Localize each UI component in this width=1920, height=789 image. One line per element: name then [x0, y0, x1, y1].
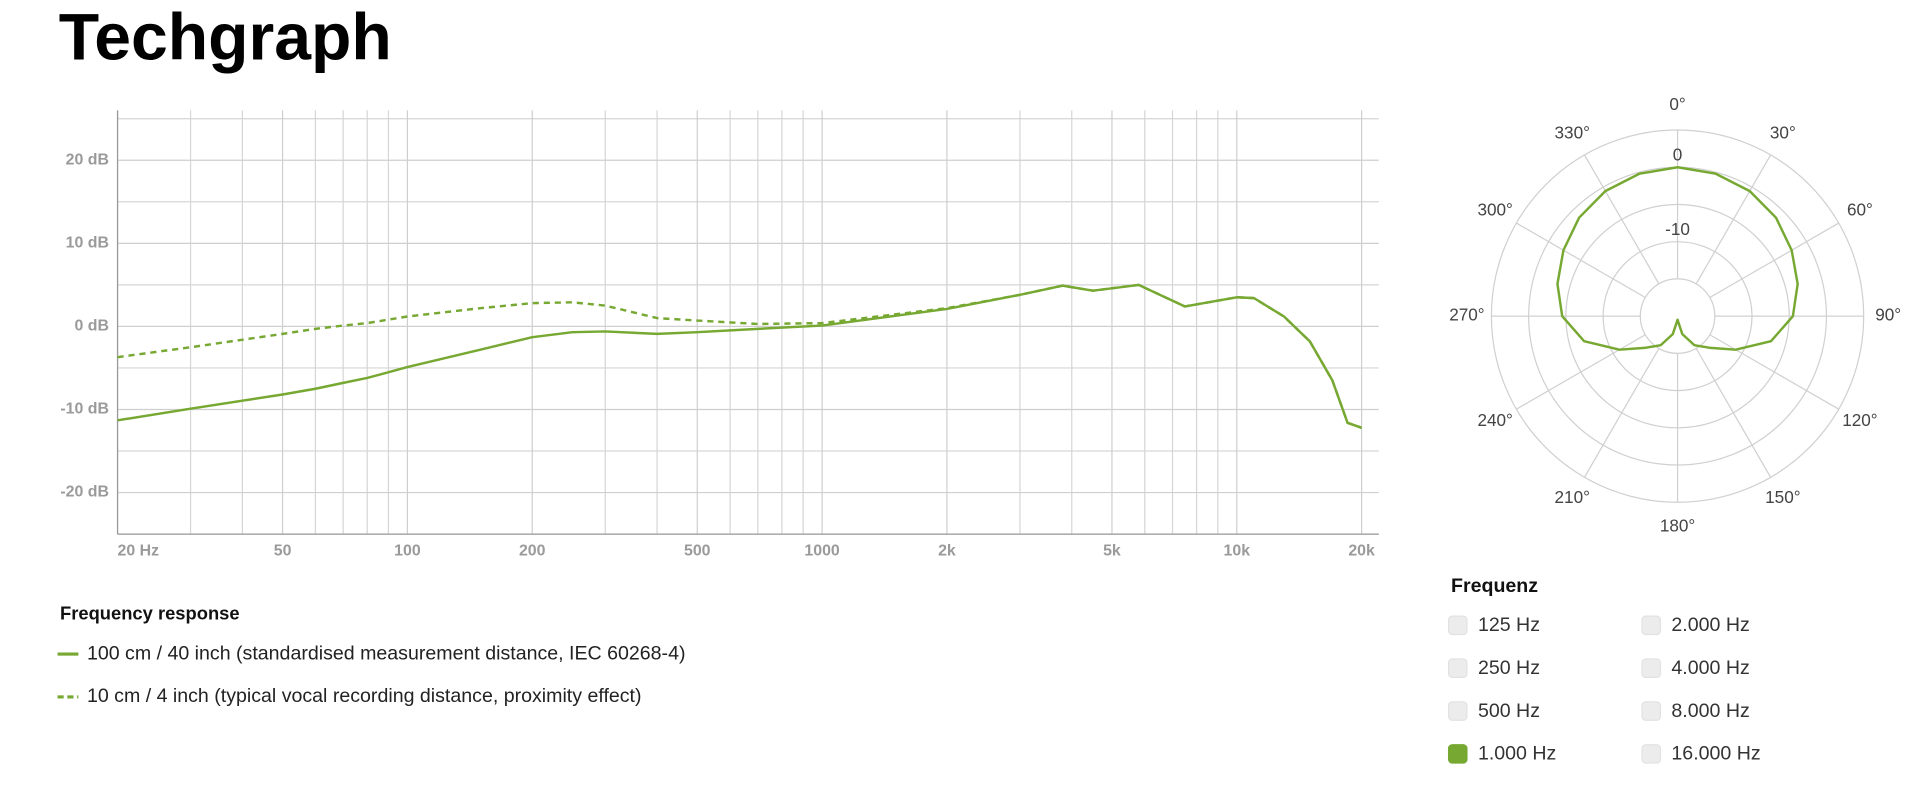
x-tick-label: 500 [684, 542, 711, 559]
angle-label: 270° [1449, 305, 1484, 325]
checkbox-label[interactable]: 16.000 Hz [1671, 743, 1760, 765]
polar-spoke [1695, 154, 1772, 285]
checkbox[interactable] [1447, 615, 1468, 636]
angle-label: 0° [1669, 94, 1685, 114]
angle-label: 240° [1477, 410, 1512, 430]
x-tick-label: 10k [1224, 542, 1251, 559]
polar-spoke [1709, 334, 1840, 410]
polar-spoke [1516, 222, 1646, 299]
r-tick-label: -10 [1665, 219, 1690, 239]
legend-label: 100 cm / 40 inch (standardised measureme… [87, 642, 686, 664]
angle-label: 300° [1477, 199, 1512, 219]
y-tick-label: 20 dB [66, 151, 109, 168]
angle-label: 330° [1555, 122, 1590, 142]
checkbox[interactable] [1641, 615, 1662, 636]
angle-label: 150° [1765, 487, 1800, 507]
angle-label: 30° [1770, 122, 1796, 142]
x-tick-label: 5k [1103, 542, 1121, 559]
polar-ring [1602, 241, 1753, 392]
polar-ring [1639, 278, 1716, 354]
checkbox[interactable] [1641, 744, 1662, 764]
y-tick-label: 10 dB [66, 235, 109, 252]
polar-spoke [1709, 222, 1840, 299]
selector-title: Frequenz [1451, 575, 1538, 597]
r-tick-label: 0 [1673, 145, 1683, 165]
polar-spoke [1583, 348, 1660, 478]
checkbox-label[interactable]: 500 Hz [1478, 700, 1540, 722]
polar-pattern [1556, 166, 1799, 351]
y-tick-label: -10 dB [60, 401, 109, 418]
angle-label: 180° [1660, 515, 1695, 535]
polar-spoke [1695, 348, 1772, 478]
checkbox-label[interactable]: 2.000 Hz [1671, 614, 1749, 636]
polar-spoke [1516, 334, 1646, 410]
x-tick-label: 2k [938, 542, 956, 559]
x-tick-label: 100 [394, 542, 421, 559]
series-line [117, 283, 1363, 429]
polar-spoke [1583, 154, 1660, 285]
checkbox-label[interactable]: 125 Hz [1478, 614, 1540, 636]
checkbox[interactable] [1447, 701, 1468, 721]
legend-label: 10 cm / 4 inch (typical vocal recording … [87, 685, 642, 707]
x-tick-label: 200 [519, 542, 546, 559]
angle-label: 120° [1842, 410, 1877, 430]
angle-label: 210° [1555, 487, 1590, 507]
page-title: Techgraph [59, 0, 392, 74]
x-tick-label: 20 Hz [118, 542, 160, 559]
angle-label: 60° [1847, 199, 1873, 219]
y-tick-label: -20 dB [60, 484, 109, 501]
checkbox[interactable] [1447, 744, 1468, 764]
angle-label: 90° [1875, 305, 1901, 325]
checkbox-label[interactable]: 8.000 Hz [1671, 700, 1749, 722]
y-tick-label: 0 dB [75, 318, 109, 335]
series-line [117, 283, 1363, 429]
x-tick-label: 50 [274, 542, 292, 559]
checkbox[interactable] [1447, 658, 1468, 678]
checkbox-label[interactable]: 250 Hz [1478, 657, 1540, 679]
checkbox-label[interactable]: 1.000 Hz [1478, 743, 1556, 765]
checkbox[interactable] [1641, 701, 1662, 721]
checkbox[interactable] [1641, 658, 1662, 678]
x-tick-label: 20k [1348, 542, 1375, 559]
legend-title: Frequency response [60, 603, 240, 624]
x-tick-label: 1000 [804, 542, 840, 559]
checkbox-label[interactable]: 4.000 Hz [1671, 657, 1749, 679]
